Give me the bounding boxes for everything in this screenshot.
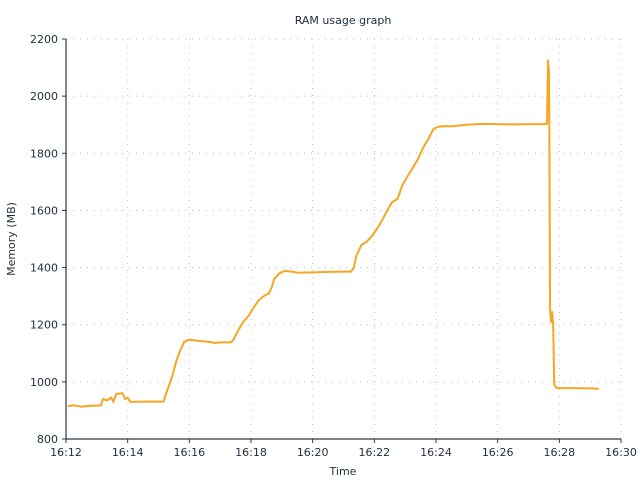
x-tick-label: 16:26 [482,446,514,459]
x-tick-label: 16:14 [112,446,144,459]
y-tick-label: 2000 [30,90,58,103]
y-tick-label: 1800 [30,147,58,160]
x-tick-label: 16:24 [420,446,452,459]
y-tick-label: 2200 [30,33,58,46]
x-tick-label: 16:28 [543,446,575,459]
memory-series-line [67,59,599,408]
y-tick-label: 800 [37,433,58,446]
x-tick-label: 16:22 [358,446,390,459]
chart-title: RAM usage graph [295,14,392,27]
x-tick-label: 16:12 [50,446,82,459]
series-layer [67,59,599,408]
y-tick-label: 1200 [30,319,58,332]
ticks: 16:12 16:14 16:16 16:18 16:20 16:22 16:24 16:26… [30,33,637,459]
y-tick-label: 1400 [30,262,58,275]
x-axis-label: Time [329,465,357,478]
y-tick-label: 1600 [30,204,58,217]
x-tick-label: 16:30 [605,446,637,459]
grid [66,38,622,439]
x-tick-label: 16:16 [173,446,205,459]
x-tick-label: 16:18 [235,446,267,459]
y-axis-label: Memory (MB) [5,202,18,276]
y-tick-label: 1000 [30,376,58,389]
x-tick-label: 16:20 [297,446,329,459]
